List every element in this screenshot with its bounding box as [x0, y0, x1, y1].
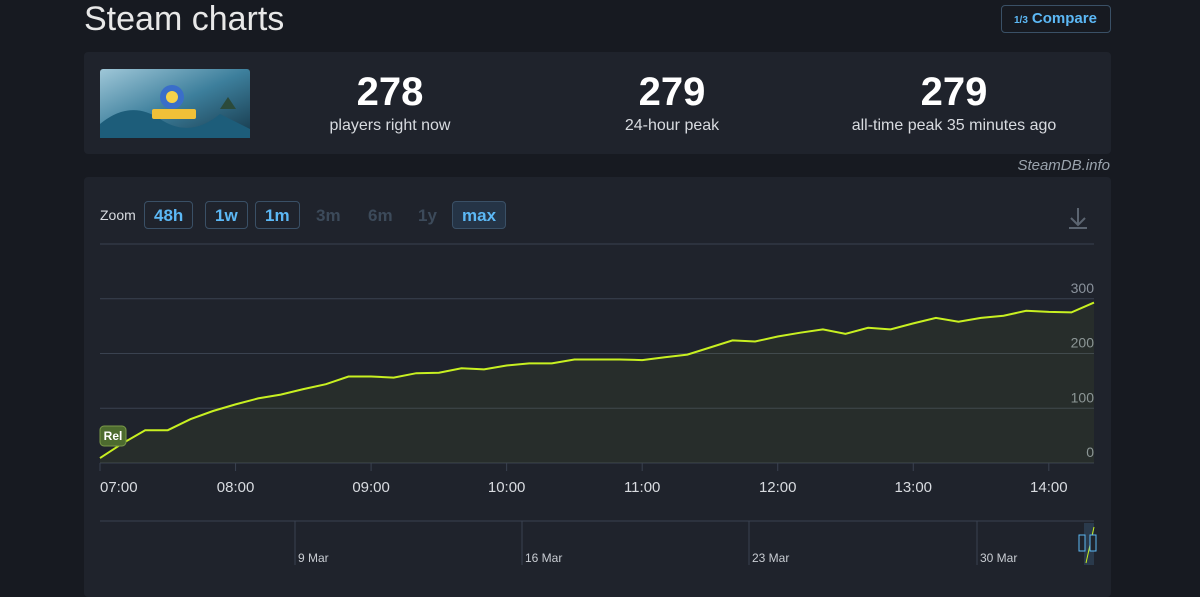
page-title: Steam charts	[84, 0, 285, 38]
zoom-button: 6m	[368, 206, 393, 225]
x-tick-label: 12:00	[759, 479, 797, 496]
chart: 9 Mar 16 Mar 23 Mar 30 Mar 0 100 200 300 07:…	[99, 208, 1097, 565]
x-tick-label: 13:00	[894, 479, 932, 496]
nav-window[interactable]	[1084, 523, 1094, 565]
zoom-button[interactable]: 1w	[205, 201, 248, 229]
line	[99, 301, 1095, 459]
nav-label: 23 Mar	[752, 551, 789, 565]
stat-label: 24-hour peak	[624, 117, 720, 134]
y-tick-label: 300	[1071, 280, 1095, 296]
area	[100, 302, 1094, 463]
compare-label: Compare	[1031, 10, 1097, 27]
x-tick-label: 08:00	[217, 479, 255, 496]
nav-handle[interactable]	[1078, 534, 1086, 552]
nav-label: 9 Mar	[298, 551, 329, 565]
annotation-badge	[99, 425, 127, 447]
stat-value: 279	[920, 70, 988, 114]
stat-value: 278	[356, 70, 424, 114]
zoom-button[interactable]: 1m	[255, 201, 300, 229]
navigator: 9 Mar 16 Mar 23 Mar 30 Mar	[294, 521, 1097, 565]
credit: SteamDB.info	[1017, 157, 1110, 174]
stat-value: 279	[638, 70, 706, 114]
zoom-button: 1y	[418, 206, 437, 225]
game-thumbnail[interactable]	[100, 69, 250, 138]
stat-label: all-time peak 35 minutes ago	[851, 117, 1057, 134]
annotation: Rel	[104, 429, 123, 443]
compare-button[interactable]: 1/3 Compare	[1001, 5, 1111, 33]
zoom-button[interactable]: 48h	[144, 201, 194, 229]
x-tick-label: 09:00	[352, 479, 390, 496]
nav-label: 30 Mar	[980, 551, 1017, 565]
download-icon[interactable]	[1069, 208, 1087, 229]
y-tick-label: 200	[1071, 335, 1095, 351]
x-tick-label: 07:00	[100, 479, 138, 496]
stat: 279 all-time peak 35 minutes ago	[804, 70, 1104, 135]
y-tick-label: 100	[1071, 389, 1095, 405]
x-tick-label: 10:00	[488, 479, 526, 496]
stats-panel: 278 players right now 279 24-hour peak 279 al…	[84, 52, 1111, 154]
zoom-button: 3m	[316, 206, 341, 225]
stat-label: players right now	[329, 117, 451, 134]
y-tick-label: 0	[1086, 444, 1094, 460]
nav-label: 16 Mar	[525, 551, 562, 565]
zoom-label: Zoom	[100, 207, 136, 223]
x-tick-label: 11:00	[624, 479, 660, 496]
x-tick-label: 14:00	[1030, 479, 1068, 496]
zoom-button[interactable]: max	[452, 201, 507, 229]
stat: 278 players right now	[240, 70, 540, 135]
compare-icon: 1/3	[1014, 15, 1028, 26]
stat: 279 24-hour peak	[522, 70, 822, 135]
chart-panel: Zoom 48h 1w 1m 3m 6m 1y max 9 Mar 16 Mar 23 Ma…	[84, 177, 1111, 597]
nav-handle[interactable]	[1089, 534, 1097, 552]
